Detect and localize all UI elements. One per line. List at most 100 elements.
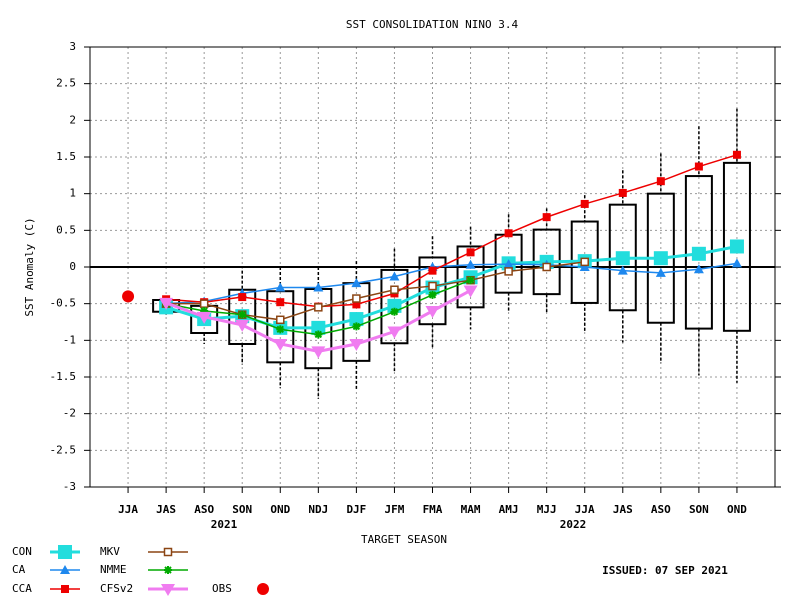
x-tick-label: DJF [346, 503, 366, 516]
data-point [238, 310, 247, 319]
data-point [273, 339, 288, 351]
data-point [276, 315, 285, 325]
data-point [387, 326, 402, 339]
data-point [693, 264, 704, 274]
data-point [466, 248, 475, 257]
data-point [235, 319, 250, 332]
data-point [579, 262, 590, 271]
x-tick-label: SON [689, 503, 709, 516]
data-point [311, 346, 326, 359]
data-point [311, 320, 326, 335]
data-point [465, 259, 476, 269]
data-point [349, 312, 364, 327]
issued-note: ISSUED: 07 SEP 2021 [602, 564, 728, 577]
y-tick-label: -2 [63, 407, 76, 420]
y-tick-label: -0.5 [50, 297, 77, 310]
data-point [729, 239, 744, 254]
data-point [159, 297, 174, 310]
data-point [200, 307, 209, 315]
data-point [352, 322, 361, 331]
data-point [390, 285, 399, 294]
series-line [166, 154, 738, 308]
y-tick-label: 0.5 [56, 223, 76, 236]
x-tick-label: SON [232, 503, 252, 516]
x-tick-label: MJJ [537, 503, 557, 516]
data-point [580, 199, 589, 208]
data-point [731, 258, 742, 268]
data-point [276, 325, 285, 334]
y-tick-label: -1 [63, 333, 76, 346]
legend-marker [58, 545, 72, 559]
year-label: 2021 [211, 518, 238, 531]
legend-label: NMME [100, 563, 127, 576]
x-tick-label: OND [270, 503, 290, 516]
x-tick-label: JJA [575, 503, 595, 516]
legend-marker [257, 583, 269, 595]
data-point [314, 330, 323, 339]
y-tick-label: 1 [69, 187, 76, 200]
y-tick-label: -2.5 [50, 443, 77, 456]
data-point [653, 251, 668, 266]
legend-label: CA [12, 563, 26, 576]
chart-title: SST CONSOLIDATION NINO 3.4 [346, 18, 519, 31]
legend-marker [163, 547, 173, 557]
data-point [618, 188, 627, 197]
data-point [580, 257, 589, 267]
data-point [199, 299, 209, 308]
data-point [504, 267, 513, 276]
legend-label: CFSv2 [100, 582, 133, 595]
legend-label: CCA [12, 582, 32, 595]
data-point [122, 290, 135, 303]
data-point [428, 290, 437, 299]
series-line [166, 262, 738, 305]
x-tick-label: JAS [156, 503, 176, 516]
data-point [463, 285, 478, 298]
year-label: 2022 [560, 518, 587, 531]
legend-label: CON [12, 545, 32, 558]
legend-marker [61, 585, 69, 593]
legend-label: OBS [212, 582, 232, 595]
data-point [425, 306, 440, 318]
data-point [197, 311, 212, 324]
x-tick-label: NDJ [308, 503, 328, 516]
data-point [655, 267, 666, 277]
x-tick-label: FMA [423, 503, 443, 516]
y-tick-label: -3 [63, 480, 76, 493]
data-point [504, 229, 513, 238]
y-axis-label: SST Anomaly (C) [23, 217, 36, 316]
data-point [314, 303, 323, 312]
data-point [466, 276, 475, 285]
data-point [615, 251, 630, 266]
legend-marker [60, 565, 70, 574]
data-point [617, 265, 628, 275]
y-tick-label: 1.5 [56, 150, 76, 163]
x-tick-label: OND [727, 503, 747, 516]
legend-label: MKV [100, 545, 120, 558]
x-tick-label: AMJ [499, 503, 519, 516]
data-point [428, 266, 437, 275]
data-point [694, 162, 703, 171]
data-point [349, 339, 364, 351]
legend-marker [161, 584, 175, 596]
y-tick-label: 2 [69, 113, 76, 126]
data-point [428, 281, 437, 291]
y-tick-label: 2.5 [56, 77, 76, 90]
x-axis-label: TARGET SEASON [361, 533, 447, 546]
data-point [503, 259, 514, 269]
series-line [166, 261, 585, 321]
data-point [276, 298, 285, 307]
data-point [389, 271, 400, 281]
x-tick-label: JJA [118, 503, 138, 516]
data-point [656, 177, 665, 186]
x-tick-label: JAS [613, 503, 633, 516]
x-tick-label: JFM [385, 503, 405, 516]
y-tick-label: 0 [69, 260, 76, 273]
y-tick-label: -1.5 [50, 370, 77, 383]
data-point [542, 213, 551, 222]
y-tick-label: 3 [69, 40, 76, 53]
data-point [390, 307, 399, 316]
data-point [238, 293, 247, 302]
box [722, 161, 751, 332]
data-point [352, 294, 361, 303]
